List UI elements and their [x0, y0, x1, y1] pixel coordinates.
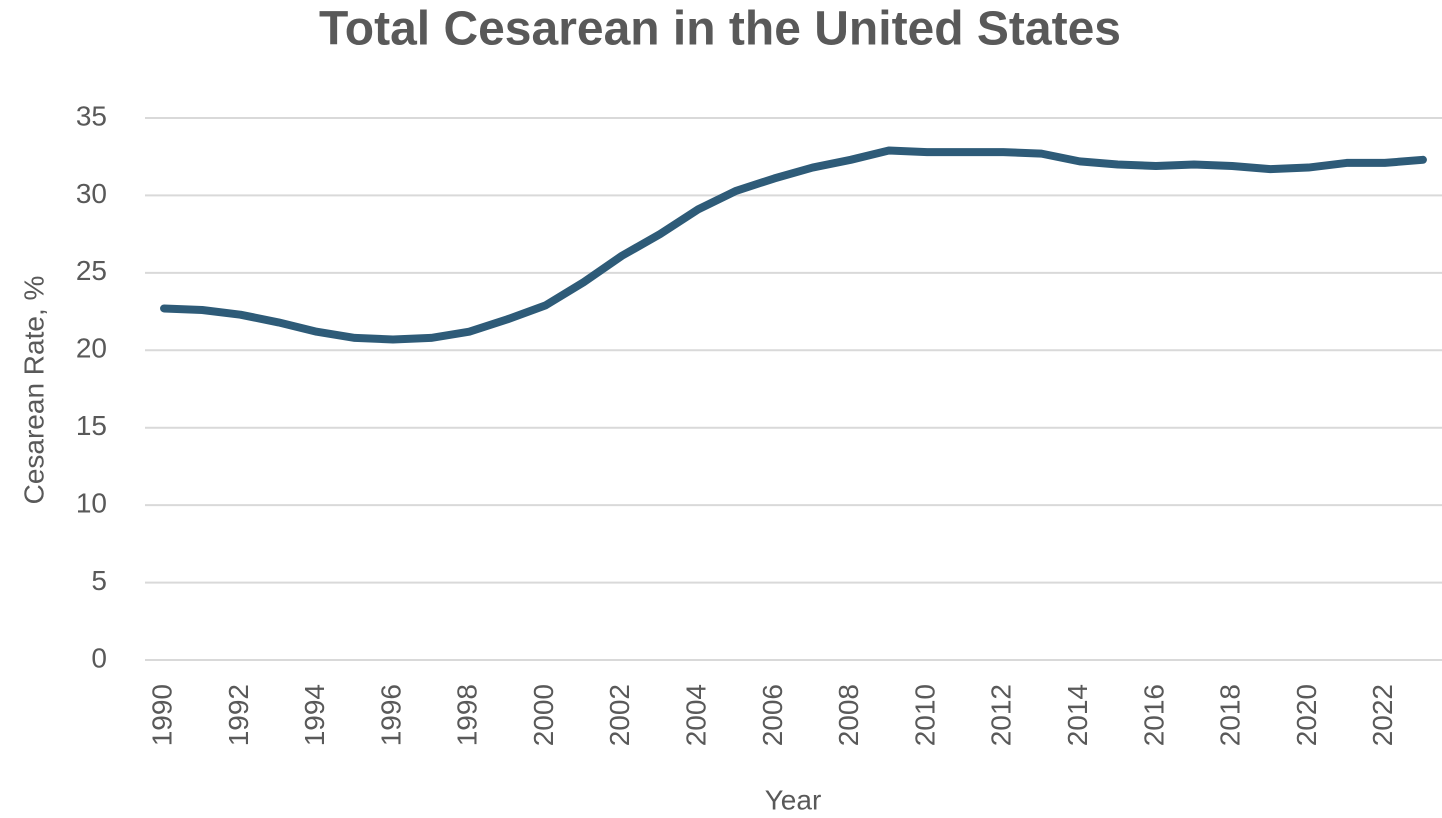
x-tick-label: 1996	[375, 684, 406, 746]
x-tick-label: 2008	[833, 684, 864, 746]
x-tick-label: 1990	[146, 684, 177, 746]
x-tick-label: 2004	[681, 684, 712, 746]
data-line	[160, 146, 1427, 344]
x-tick-label: 2012	[986, 684, 1017, 746]
x-tick-label: 2006	[757, 684, 788, 746]
y-tick-label: 30	[76, 178, 107, 209]
y-tick-label: 25	[76, 255, 107, 286]
x-tick-label: 2014	[1062, 684, 1093, 746]
y-tick-label: 10	[76, 488, 107, 519]
y-tick-label: 5	[91, 565, 107, 596]
x-tick-label: 1998	[452, 684, 483, 746]
x-axis-label: Year	[765, 784, 822, 815]
x-tick-label: 2018	[1215, 684, 1246, 746]
x-tick-label: 2010	[909, 684, 940, 746]
x-tick-label: 1992	[223, 684, 254, 746]
x-tick-label: 1994	[299, 684, 330, 746]
x-tick-label: 2000	[528, 684, 559, 746]
x-tick-label: 2022	[1367, 684, 1398, 746]
y-axis-label: Cesarean Rate, %	[18, 276, 49, 505]
x-tick-label: 2020	[1291, 684, 1322, 746]
x-tick-label: 2016	[1138, 684, 1169, 746]
y-tick-label: 20	[76, 333, 107, 364]
y-tick-label: 15	[76, 410, 107, 441]
y-tick-label: 35	[76, 100, 107, 131]
x-tick-label: 2002	[604, 684, 635, 746]
y-tick-label: 0	[91, 642, 107, 673]
chart-title: Total Cesarean in the United States	[319, 3, 1121, 56]
